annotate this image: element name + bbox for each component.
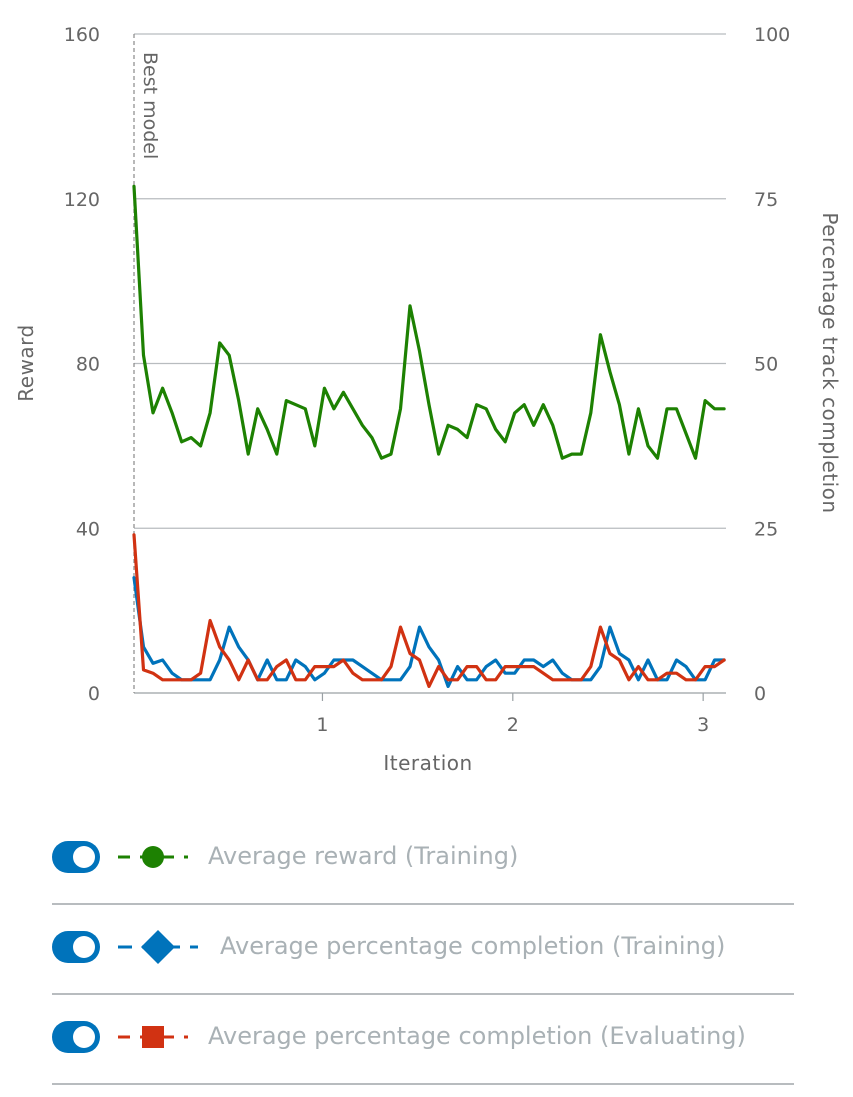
series-lines	[132, 184, 726, 689]
series-line-0	[132, 184, 726, 460]
legend-item-average-percentage-completion-training: Average percentage completion (Training)	[52, 905, 794, 995]
y-axis-left-label: Reward	[14, 324, 38, 401]
square-icon	[118, 1026, 188, 1048]
legend-label: Average percentage completion (Evaluatin…	[208, 1022, 746, 1050]
legend-item-average-percentage-completion-evaluating: Average percentage completion (Evaluatin…	[52, 995, 794, 1085]
legend-label: Average reward (Training)	[208, 842, 519, 870]
x-tick-label: 3	[697, 714, 709, 736]
y-right-tick-label: 0	[754, 683, 766, 705]
diamond-icon	[118, 930, 198, 964]
y-left-tick-label: 120	[64, 189, 100, 211]
x-tick-label: 2	[507, 714, 519, 736]
y-left-tick-label: 0	[88, 683, 100, 705]
y-left-tick-label: 80	[76, 354, 100, 376]
y-right-tick-label: 100	[754, 24, 790, 46]
toggle-knob	[73, 846, 95, 868]
series-line-1	[132, 576, 726, 689]
y-axis-left: 0 40 80 120 160	[64, 24, 100, 705]
toggle-switch[interactable]	[52, 1021, 100, 1053]
y-axis-right-label: Percentage track completion	[818, 212, 842, 513]
legend: Average reward (Training) Average percen…	[52, 815, 794, 1085]
best-model-label: Best model	[139, 52, 161, 159]
toggle-switch[interactable]	[52, 931, 100, 963]
x-axis: 1 2 3	[316, 693, 709, 736]
x-tick-label: 1	[316, 714, 328, 736]
y-axis-right: 0 25 50 75 100	[754, 24, 790, 705]
toggle-switch[interactable]	[52, 841, 100, 873]
series-line-2	[132, 533, 726, 689]
x-axis-label: Iteration	[383, 751, 472, 775]
grid-lines	[134, 33, 726, 694]
y-left-tick-label: 160	[64, 24, 100, 46]
legend-item-average-reward-training: Average reward (Training)	[52, 815, 794, 905]
toggle-knob	[73, 1026, 95, 1048]
y-right-tick-label: 25	[754, 518, 778, 540]
circle-icon	[118, 846, 188, 868]
toggle-knob	[73, 936, 95, 958]
reward-chart: 0 40 80 120 160 0 25 50 75 100 1 2 3 Best model It…	[14, 24, 842, 775]
y-right-tick-label: 75	[754, 189, 778, 211]
legend-label: Average percentage completion (Training)	[220, 932, 726, 960]
y-left-tick-label: 40	[76, 518, 100, 540]
y-right-tick-label: 50	[754, 354, 778, 376]
